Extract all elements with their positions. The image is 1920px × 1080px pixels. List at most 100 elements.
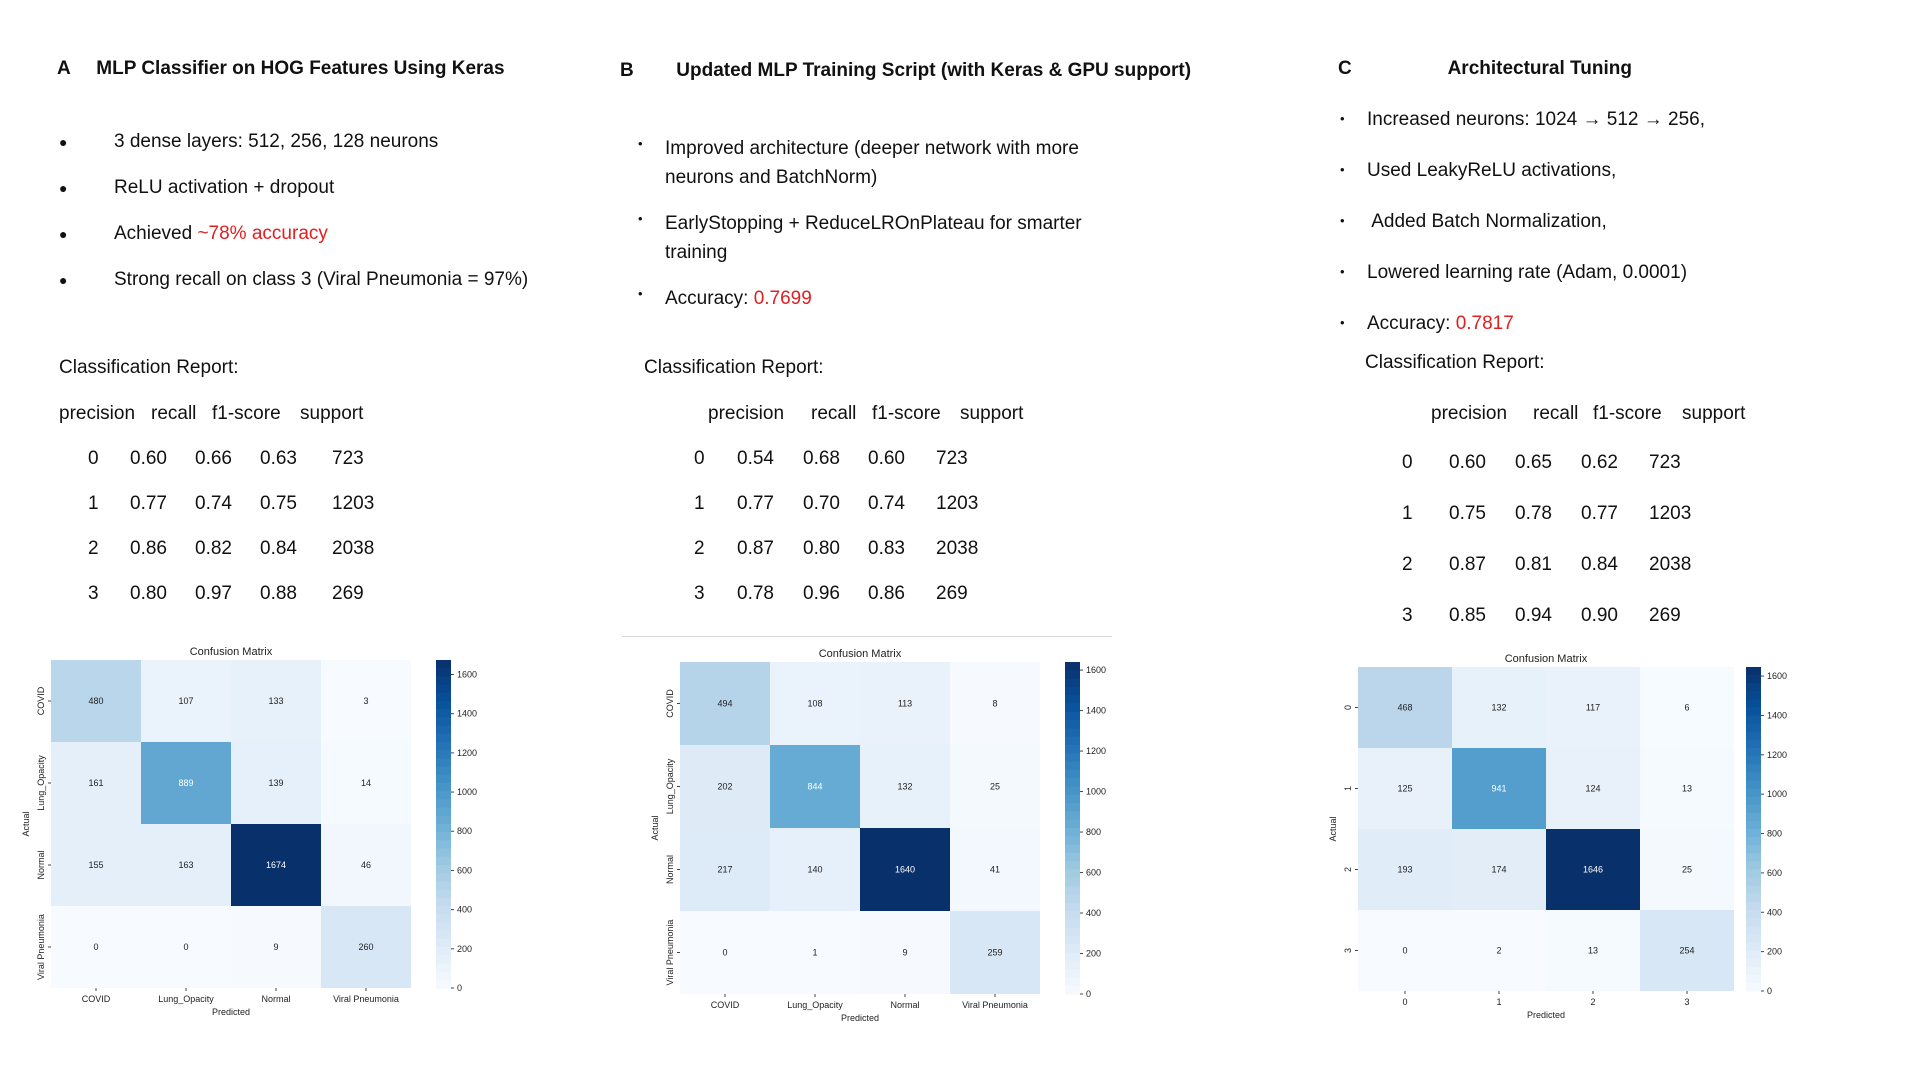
colorbar-tick-label: 600 (457, 865, 472, 875)
report-cell: 0.74 (195, 493, 232, 514)
cell-value-label: 161 (88, 778, 103, 788)
y-tick-label: Lung_Opacity (665, 758, 675, 814)
colorbar-segment (436, 791, 451, 800)
cell-value-label: 0 (722, 948, 727, 958)
colorbar-segment (1065, 869, 1080, 879)
heatmap-cell (1358, 910, 1452, 991)
panel-b: B Updated MLP Training Script (with Kera… (620, 0, 1240, 1080)
heatmap-cell (1358, 748, 1452, 829)
report-cell: 0.65 (1515, 452, 1552, 473)
colorbar-segment (436, 668, 451, 677)
report-cell: 1203 (936, 493, 979, 514)
colorbar-segment (1746, 853, 1761, 862)
panel-c-header: C Architectural Tuning (1338, 58, 1632, 80)
colorbar-tick-label: 400 (1086, 908, 1101, 918)
panel-letter: A (57, 58, 71, 79)
colorbar-segment (1065, 720, 1080, 729)
cell-value-label: 124 (1585, 784, 1600, 794)
colorbar-segment (1746, 731, 1761, 741)
heatmap-cell (860, 662, 950, 745)
colorbar-segment (436, 709, 451, 718)
panel-c: C Architectural Tuning • Increased neuron… (1320, 0, 1920, 1080)
heatmap-cell (321, 660, 411, 742)
colorbar-segment (436, 783, 451, 792)
colorbar-tick-label: 1200 (1086, 746, 1106, 756)
heatmap-cell (51, 906, 141, 988)
colorbar-segment (436, 742, 451, 751)
cell-value-label: 2 (1496, 946, 1501, 956)
heatmap-cell (321, 742, 411, 824)
colorbar-segment (1746, 707, 1761, 717)
cell-value-label: 41 (990, 865, 1000, 875)
colorbar-segment (436, 750, 451, 759)
heatmap-cell (950, 745, 1040, 828)
colorbar-segment (1065, 985, 1080, 995)
colorbar-segment (436, 766, 451, 776)
bullet-item: • Used LeakyReLU activations, (1340, 160, 1617, 181)
colorbar-segment (1746, 885, 1761, 895)
x-tick-label: Normal (261, 994, 290, 1004)
cell-value-label: 0 (183, 942, 188, 952)
colorbar-segment (1746, 974, 1761, 984)
cell-value-label: 125 (1397, 784, 1412, 794)
colorbar-segment (436, 947, 451, 956)
colorbar-segment (1746, 934, 1761, 943)
heatmap-cell (860, 745, 950, 828)
heatmap-cell (1640, 829, 1734, 910)
colorbar-segment (1746, 667, 1761, 676)
colorbar-segment (436, 701, 451, 710)
report-cell: 0.60 (130, 448, 167, 469)
cell-value-label: 889 (178, 778, 193, 788)
cell-value-label: 108 (807, 699, 822, 709)
report-class-label: 3 (1402, 605, 1413, 626)
colorbar-segment (1746, 691, 1761, 700)
report-class-label: 1 (1402, 503, 1413, 524)
panel-letter: C (1338, 58, 1352, 79)
colorbar-segment (1065, 919, 1080, 929)
heatmap-cell (231, 906, 321, 988)
y-tick-label: Normal (36, 850, 46, 879)
cell-value-label: 9 (273, 942, 278, 952)
report-class-label: 2 (1402, 554, 1413, 575)
report-class-label: 2 (88, 538, 99, 559)
heatmap-cell (1640, 667, 1734, 748)
colorbar-tick-label: 400 (457, 905, 472, 915)
report-cell: 723 (1649, 452, 1681, 473)
colorbar-segment (1065, 852, 1080, 862)
y-tick-label: Normal (665, 855, 675, 884)
heatmap-cell (1546, 748, 1640, 829)
report-cell: 0.78 (737, 583, 774, 604)
heatmap-cell (141, 906, 231, 988)
colorbar-segment (1065, 686, 1080, 696)
report-cell: 2038 (936, 538, 979, 559)
colorbar-segment (1746, 901, 1761, 911)
report-cell: 0.80 (803, 538, 840, 559)
x-tick-label: Normal (890, 1000, 919, 1010)
heatmap-cell (770, 911, 860, 994)
colorbar-segment (1746, 804, 1761, 814)
colorbar-tick-label: 800 (1767, 829, 1782, 839)
cell-value-label: 25 (1682, 865, 1692, 875)
colorbar-segment (1746, 829, 1761, 838)
panel-letter: B (620, 60, 634, 81)
heatmap-cell (1358, 829, 1452, 910)
report-cell: 0.75 (1449, 503, 1486, 524)
colorbar-segment (1746, 869, 1761, 879)
colorbar-segment (1065, 886, 1080, 895)
report-class-label: 0 (694, 448, 705, 469)
colorbar-segment (436, 897, 451, 907)
report-title: Classification Report: (59, 357, 239, 378)
cell-value-label: 217 (717, 865, 732, 875)
x-axis-label: Predicted (1527, 1010, 1565, 1020)
cell-value-label: 3 (363, 696, 368, 706)
colorbar-segment (436, 758, 451, 768)
heatmap-cell (860, 911, 950, 994)
colorbar-tick-label: 800 (457, 826, 472, 836)
colorbar-segment (1746, 942, 1761, 952)
bullet-item: • Increased neurons: 1024 → 512 → 256, (1340, 109, 1706, 130)
colorbar-tick-label: 600 (1767, 868, 1782, 878)
colorbar-tick-label: 0 (1767, 986, 1772, 996)
confusion-matrix-chart: Confusion Matrix 494 108 113 8 202 844 132 25 217… (650, 648, 1106, 1023)
colorbar-segment (1065, 911, 1080, 920)
